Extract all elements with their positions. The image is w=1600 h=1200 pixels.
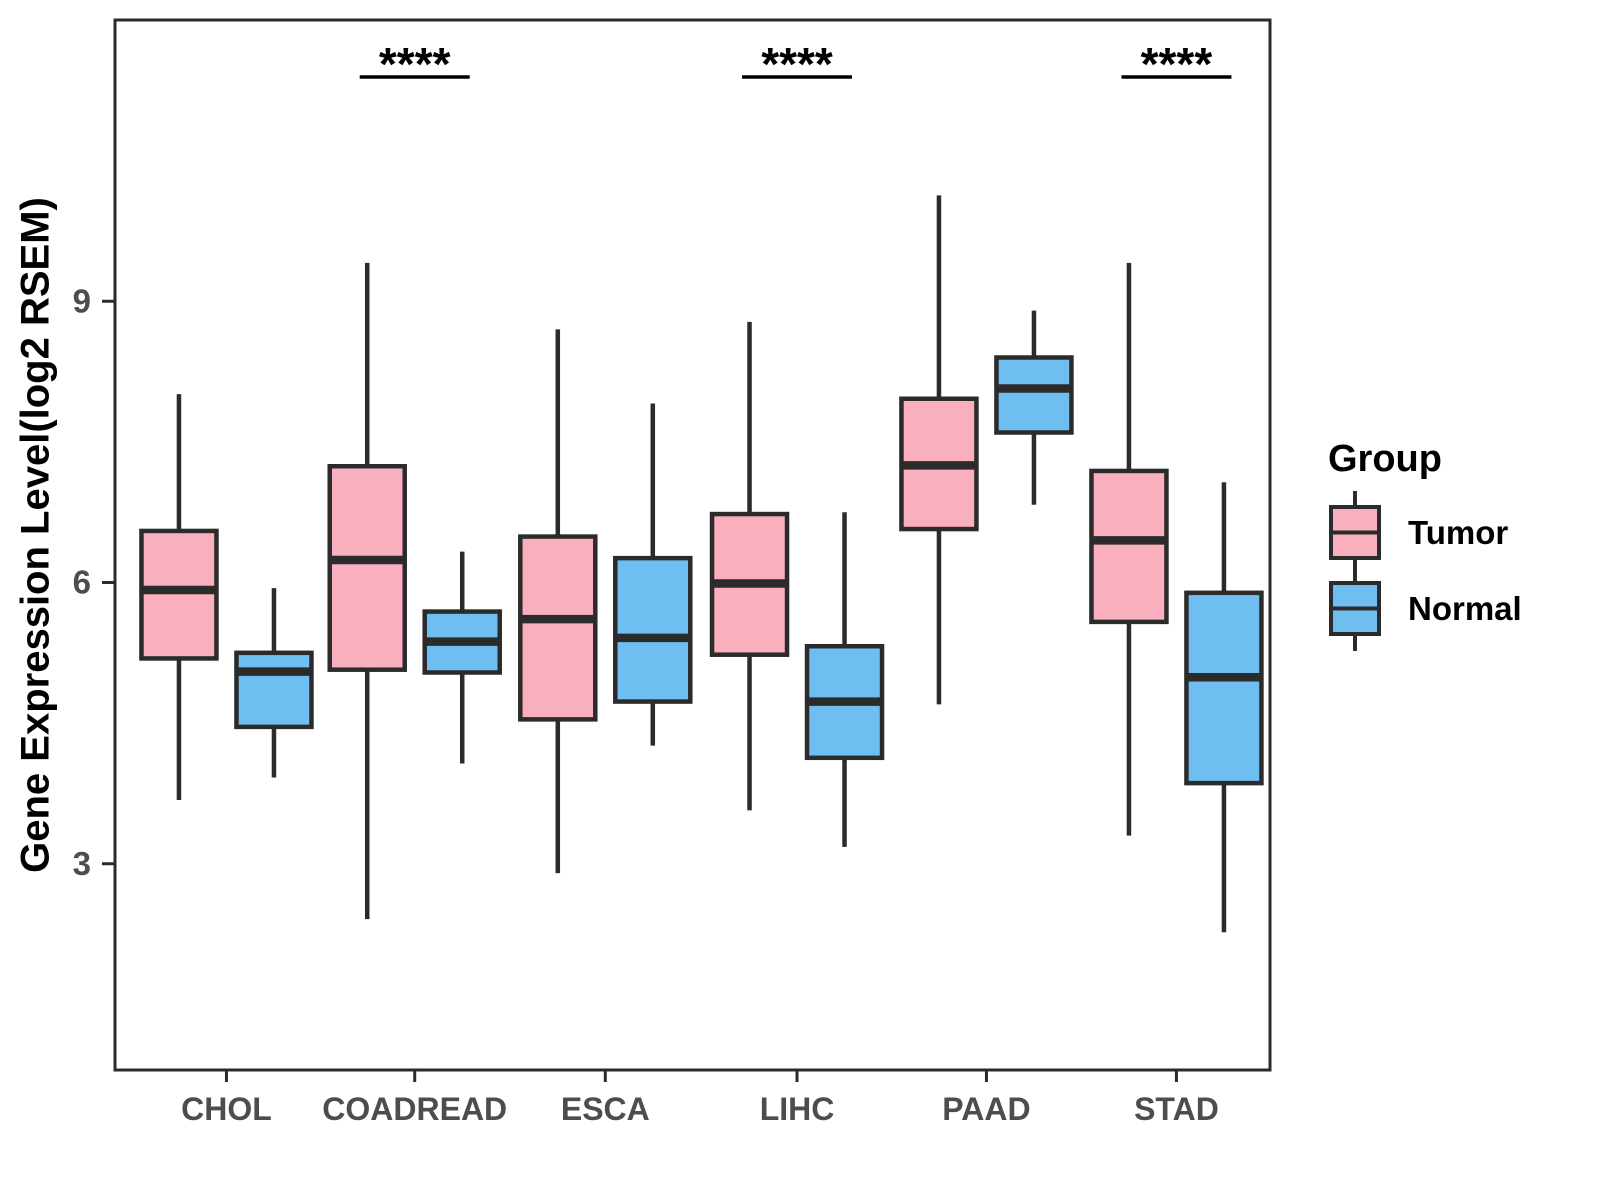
y-tick-label: 6 <box>73 564 91 601</box>
x-tick-label-paad: PAAD <box>942 1091 1030 1127</box>
significance-stars-lihc: **** <box>761 38 833 90</box>
normal-boxplot-key-icon <box>1329 567 1381 651</box>
box-stad-tumor <box>1089 468 1169 625</box>
x-tick-label-chol: CHOL <box>181 1091 272 1127</box>
x-tick-label-coadread: COADREAD <box>322 1091 507 1127</box>
legend-label-normal: Normal <box>1408 590 1522 627</box>
x-tick-label-esca: ESCA <box>561 1091 650 1127</box>
box-esca-normal <box>613 555 693 704</box>
legend-item-normal: Normal <box>1328 567 1522 651</box>
box-esca-tumor <box>518 534 598 722</box>
box-coadread-tumor <box>327 464 407 672</box>
y-tick-label: 3 <box>73 845 91 882</box>
box-chol-normal <box>234 650 314 730</box>
box-paad-normal <box>994 355 1074 435</box>
legend-item-tumor: Tumor <box>1328 491 1522 575</box>
significance-stars-stad: **** <box>1141 38 1213 90</box>
x-tick-label-stad: STAD <box>1134 1091 1219 1127</box>
legend-title: Group <box>1328 438 1442 480</box>
tumor-boxplot-key-icon <box>1329 491 1381 575</box>
y-axis-title: Gene Expression Level(log2 RSEM) <box>13 197 58 873</box>
significance-stars-coadread: **** <box>379 38 451 90</box>
legend-label-tumor: Tumor <box>1408 514 1509 551</box>
box-chol-tumor <box>139 528 219 661</box>
y-tick-label: 9 <box>73 282 91 319</box>
x-tick-label-lihc: LIHC <box>760 1091 835 1127</box>
legend: Group Tumor Normal <box>1328 438 1522 651</box>
box-stad-normal <box>1184 590 1264 786</box>
panel-border <box>113 18 1272 1072</box>
